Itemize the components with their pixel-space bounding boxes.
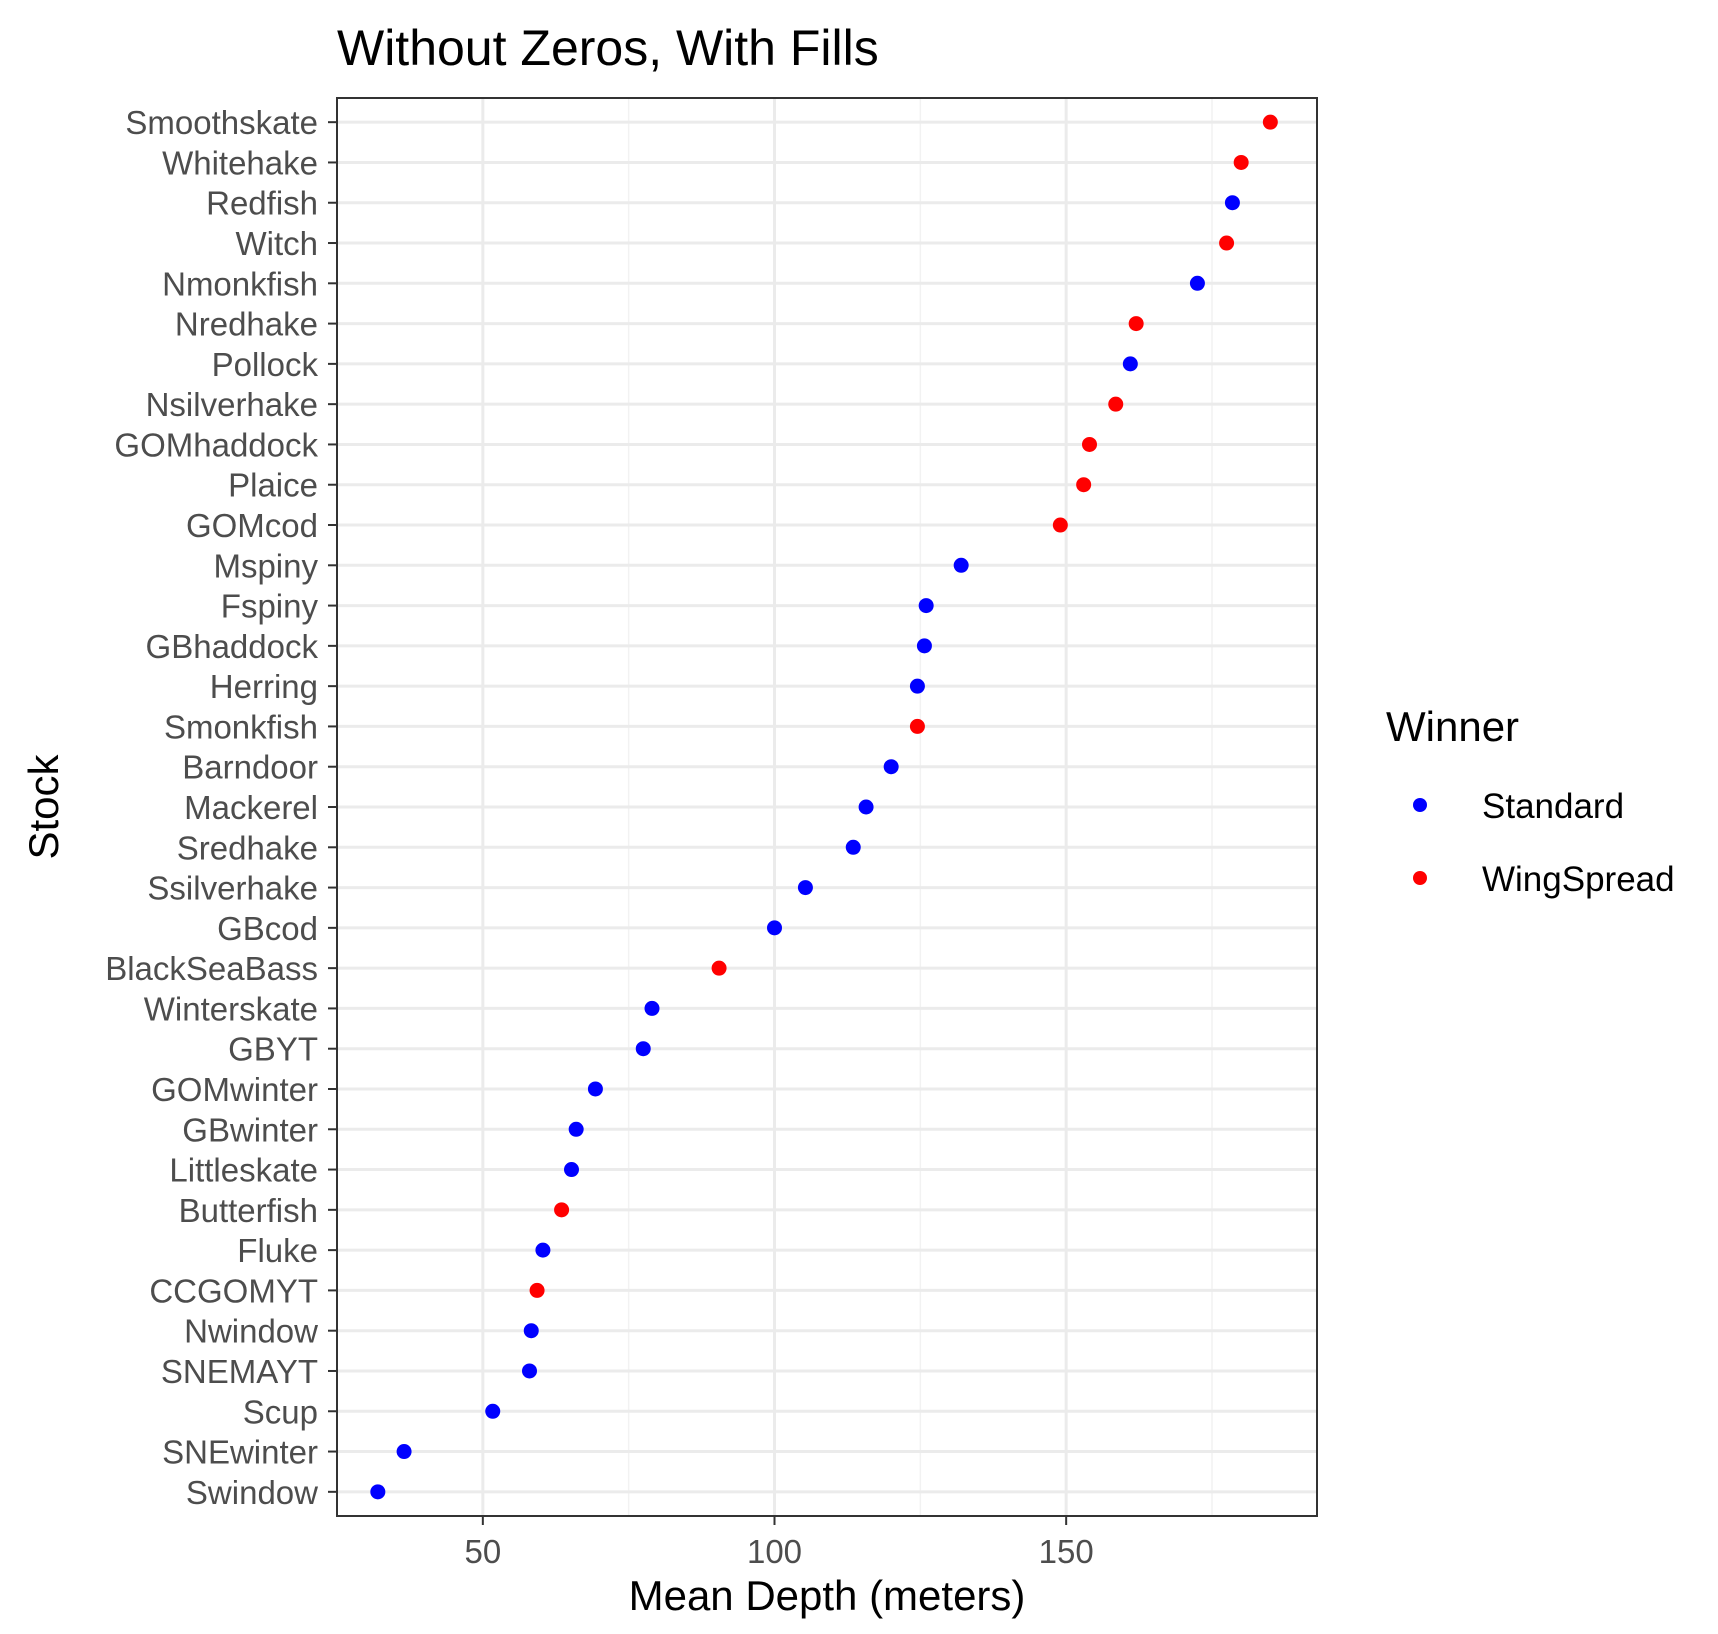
data-points xyxy=(370,114,1278,1500)
y-tick-label: Scup xyxy=(243,1393,318,1430)
data-point xyxy=(568,1121,584,1137)
data-point xyxy=(644,1000,660,1016)
data-point xyxy=(1052,517,1068,533)
data-point xyxy=(535,1242,551,1258)
y-tick-label: Barndoor xyxy=(182,749,318,786)
data-point xyxy=(909,718,925,734)
y-tick-label: Ssilverhake xyxy=(147,870,318,907)
data-point xyxy=(1262,114,1278,130)
grid-major xyxy=(337,98,1317,1516)
y-tick-label: Whitehake xyxy=(162,144,318,181)
y-tick-label: GBwinter xyxy=(182,1111,318,1148)
data-point xyxy=(587,1081,603,1097)
y-tick-label: Redfish xyxy=(206,185,318,222)
data-point xyxy=(918,598,934,614)
data-point xyxy=(711,960,727,976)
data-point xyxy=(916,638,932,654)
y-tick-label: GBhaddock xyxy=(146,628,319,665)
data-point xyxy=(1189,275,1205,291)
y-tick-label: Nredhake xyxy=(175,306,318,343)
x-tick-label: 100 xyxy=(747,1533,802,1570)
y-tick-label: SNEwinter xyxy=(162,1434,318,1471)
legend-key-wingspread xyxy=(1413,871,1427,885)
data-point xyxy=(909,678,925,694)
data-point xyxy=(523,1323,539,1339)
data-point xyxy=(564,1162,579,1178)
y-tick-label: BlackSeaBass xyxy=(105,950,318,987)
y-tick-label: Fspiny xyxy=(221,588,319,625)
data-point xyxy=(529,1282,545,1298)
y-tick-label: GBYT xyxy=(228,1031,318,1068)
y-tick-label: Butterfish xyxy=(179,1192,318,1229)
data-point xyxy=(1128,316,1144,332)
y-tick-label: Nmonkfish xyxy=(162,265,318,302)
data-point xyxy=(1233,154,1249,170)
legend-title: Winner xyxy=(1386,703,1519,750)
y-tick-label: Pollock xyxy=(212,346,319,383)
legend-label-wingspread: WingSpread xyxy=(1482,860,1675,899)
y-tick-label: Sredhake xyxy=(177,829,318,866)
data-point xyxy=(554,1202,570,1218)
x-axis-title: Mean Depth (meters) xyxy=(629,1572,1026,1619)
x-tick-label: 150 xyxy=(1039,1533,1094,1570)
data-point xyxy=(1224,195,1240,211)
y-tick-label: GOMcod xyxy=(186,507,318,544)
y-tick-label: Mspiny xyxy=(213,547,318,584)
y-tick-label: CCGOMYT xyxy=(149,1272,318,1309)
y-tick-label: Herring xyxy=(210,668,318,705)
data-point xyxy=(883,759,899,775)
data-point xyxy=(1082,436,1097,452)
data-point xyxy=(845,839,861,855)
legend-label-standard: Standard xyxy=(1482,787,1624,826)
y-tick-label: Swindow xyxy=(186,1474,318,1511)
data-point xyxy=(370,1484,386,1500)
y-tick-label: Smoothskate xyxy=(125,104,318,141)
data-point xyxy=(858,799,874,815)
y-tick-label: Nwindow xyxy=(184,1313,318,1350)
y-tick-label: Smonkfish xyxy=(164,708,318,745)
data-point xyxy=(953,557,969,573)
y-tick-label: GOMhaddock xyxy=(114,426,318,463)
data-point xyxy=(767,920,782,936)
data-point xyxy=(396,1444,412,1460)
data-point xyxy=(1076,477,1092,493)
x-tick-label: 50 xyxy=(464,1533,501,1570)
y-tick-label: GBcod xyxy=(217,910,318,947)
y-tick-label: Witch xyxy=(236,225,319,262)
y-tick-label: GOMwinter xyxy=(151,1071,318,1108)
data-point xyxy=(485,1403,501,1419)
legend: Winner Standard WingSpread xyxy=(1386,703,1675,899)
x-axis: 50 100 150 xyxy=(464,1516,1094,1570)
data-point xyxy=(1122,356,1138,372)
data-point xyxy=(797,880,813,896)
y-tick-label: Winterskate xyxy=(144,990,318,1027)
data-point xyxy=(1108,396,1124,412)
y-tick-label: Littleskate xyxy=(169,1152,318,1189)
y-tick-label: Fluke xyxy=(237,1232,318,1269)
data-point xyxy=(635,1041,651,1057)
y-tick-label: Plaice xyxy=(228,467,318,504)
chart-title: Without Zeros, With Fills xyxy=(337,20,879,76)
data-point xyxy=(1219,235,1235,251)
y-tick-label: Nsilverhake xyxy=(146,386,318,423)
y-tick-label: Mackerel xyxy=(184,789,318,826)
y-tick-label: SNEMAYT xyxy=(161,1353,318,1390)
y-axis-title: Stock xyxy=(20,753,67,859)
legend-key-standard xyxy=(1413,798,1427,812)
data-point xyxy=(522,1363,537,1379)
